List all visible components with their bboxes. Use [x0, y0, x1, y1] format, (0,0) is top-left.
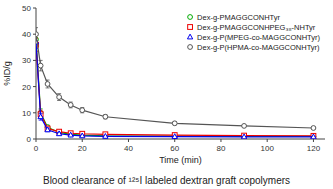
chart-title: Blood clearance of ¹²⁵I labeled dextran … — [43, 175, 290, 186]
series-line — [36, 45, 313, 136]
x-axis-line — [36, 139, 325, 140]
legend-label: Dex-g-PMAGGCONHTyr — [197, 13, 280, 22]
data-point — [80, 108, 85, 113]
legend-marker — [188, 45, 193, 50]
y-tick — [33, 34, 36, 35]
x-tick-label: 80 — [217, 144, 226, 153]
legend-marker — [188, 25, 193, 30]
error-bar — [36, 28, 38, 41]
data-point — [56, 131, 61, 136]
x-tick-label: 20 — [78, 144, 87, 153]
data-point — [45, 127, 50, 132]
data-point — [68, 132, 73, 137]
error-bar — [39, 60, 43, 70]
y-axis-label: %ID/g — [2, 61, 12, 86]
y-tick — [33, 8, 36, 9]
error-bar — [173, 122, 177, 125]
data-point — [311, 133, 316, 138]
series-line — [36, 42, 313, 137]
data-point — [172, 121, 177, 126]
x-axis-label: Time (min) — [159, 155, 202, 165]
y-tick-label: 0 — [27, 135, 32, 144]
error-bar — [80, 108, 84, 113]
legend-label: Dex-g-P(MPEG-co-MAGGCONHTyr) — [197, 33, 320, 42]
chart: 0 20 40 60 80 100 120 0 10 20 30 40 50 Time (min) %ID/… — [0, 0, 333, 189]
x-tick — [220, 139, 221, 142]
y-tick-label: 40 — [22, 30, 31, 39]
data-point — [38, 114, 43, 119]
x-tick-label: 60 — [170, 144, 179, 153]
error-bar — [46, 80, 50, 88]
x-tick — [313, 139, 314, 142]
data-point — [103, 114, 108, 119]
data-point — [311, 126, 316, 131]
error-bar — [39, 113, 43, 120]
data-point — [57, 130, 62, 135]
x-tick-label: 100 — [261, 144, 275, 153]
x-tick-label: 0 — [34, 144, 39, 153]
y-tick — [33, 86, 36, 87]
data-point — [242, 124, 247, 129]
y-tick-label: 10 — [22, 109, 31, 118]
data-point — [172, 134, 177, 139]
series — [36, 38, 316, 138]
legend: Dex-g-PMAGGCONHTyrDex-g-PMAGGCONHPEG₃₈-N… — [187, 13, 320, 52]
error-bar — [57, 94, 61, 101]
data-point — [38, 63, 43, 68]
x-tick — [82, 139, 83, 142]
error-bar — [69, 102, 73, 108]
data-point — [57, 95, 62, 100]
data-point — [242, 133, 247, 138]
data-point — [311, 134, 316, 139]
y-tick — [33, 112, 36, 113]
legend-label: Dex-g-P(HPMA-co-MAGGCONHTyr) — [197, 43, 320, 52]
data-point — [311, 134, 316, 139]
x-tick — [267, 139, 268, 142]
y-tick-label: 20 — [22, 83, 31, 92]
legend-marker — [188, 15, 193, 20]
data-point — [36, 32, 38, 37]
x-tick-label: 40 — [124, 144, 133, 153]
series-line — [36, 39, 313, 136]
x-tick — [174, 139, 175, 142]
error-bar — [103, 115, 107, 119]
data-point — [242, 134, 247, 139]
legend-marker — [187, 34, 192, 39]
y-tick — [33, 139, 36, 140]
y-tick — [33, 60, 36, 61]
legend-label: Dex-g-PMAGGCONHPEG₃₈-NHTyr — [197, 23, 316, 32]
y-tick-label: 50 — [22, 4, 31, 13]
y-tick-label: 30 — [22, 56, 31, 65]
data-point — [103, 134, 108, 139]
data-point — [68, 103, 73, 108]
data-point — [80, 133, 85, 138]
x-tick-label: 120 — [307, 144, 321, 153]
data-point — [241, 134, 246, 139]
data-point — [45, 82, 50, 87]
x-tick — [128, 139, 129, 142]
